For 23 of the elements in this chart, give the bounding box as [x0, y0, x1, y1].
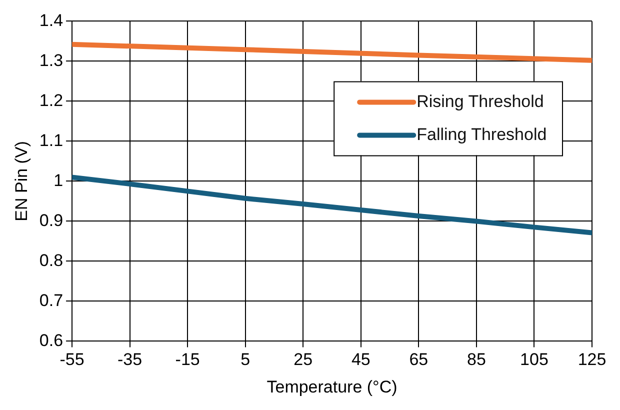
- x-tick-label: 125: [578, 350, 606, 370]
- x-tick-label: 25: [294, 350, 313, 370]
- y-tick-label: 0.6: [39, 330, 64, 350]
- y-tick-label: 1.1: [39, 130, 64, 150]
- x-tick-label: 65: [409, 350, 428, 370]
- y-tick-label: 1.2: [39, 90, 64, 110]
- x-axis-title: Temperature (°C): [266, 377, 398, 396]
- y-axis-title: EN Pin (V): [12, 141, 31, 222]
- x-tick-label: 105: [520, 350, 548, 370]
- y-tick-label: 1.4: [39, 10, 64, 30]
- legend-label: Rising Threshold: [416, 92, 544, 111]
- x-tick-label: -15: [175, 350, 200, 370]
- y-tick-label: 1: [54, 170, 64, 190]
- x-tick-label: 5: [240, 350, 250, 370]
- x-tick-label: 85: [466, 350, 486, 370]
- x-tick-label: -35: [118, 350, 142, 370]
- x-tick-label: 45: [351, 350, 370, 370]
- y-tick-label: 0.9: [39, 210, 64, 230]
- x-tick-label: -55: [60, 350, 84, 370]
- y-tick-label: 0.7: [39, 290, 64, 310]
- y-tick-label: 0.8: [39, 250, 64, 270]
- y-tick-label: 1.3: [39, 50, 64, 70]
- legend-label: Falling Threshold: [416, 124, 547, 144]
